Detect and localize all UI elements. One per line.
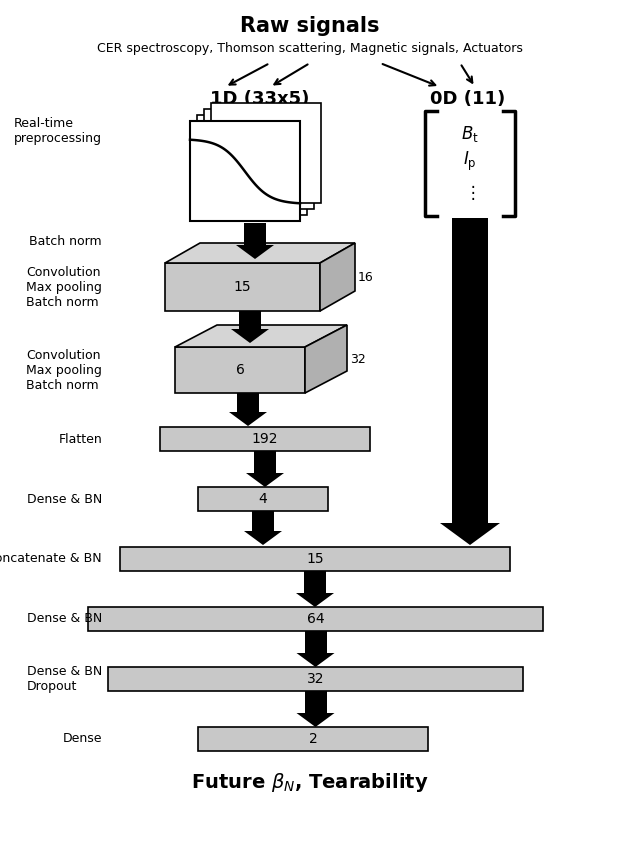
Polygon shape	[305, 325, 347, 393]
Text: Dense & BN: Dense & BN	[27, 493, 102, 505]
Bar	[252, 511, 274, 531]
Text: 2: 2	[309, 732, 317, 746]
Bar	[304, 631, 327, 653]
Polygon shape	[175, 347, 305, 393]
Text: 15: 15	[234, 280, 251, 294]
Text: Flatten: Flatten	[58, 432, 102, 446]
Polygon shape	[296, 653, 335, 667]
Polygon shape	[296, 713, 335, 727]
Text: 64: 64	[307, 612, 324, 626]
Bar	[120, 547, 510, 571]
Bar	[198, 727, 428, 751]
Text: $\mathit{B}_\mathrm{t}$: $\mathit{B}_\mathrm{t}$	[461, 124, 479, 144]
Text: Raw signals: Raw signals	[241, 16, 379, 36]
Bar	[190, 121, 300, 221]
Bar	[237, 393, 259, 412]
Text: Dense: Dense	[63, 733, 102, 745]
Bar	[304, 571, 326, 593]
Text: $\mathit{I}_\mathrm{p}$: $\mathit{I}_\mathrm{p}$	[463, 150, 477, 173]
Text: Dense & BN: Dense & BN	[27, 612, 102, 626]
Bar	[304, 691, 327, 713]
Bar	[211, 103, 321, 203]
Text: 6: 6	[236, 363, 244, 377]
Text: Dense & BN
Dropout: Dense & BN Dropout	[27, 665, 102, 693]
Polygon shape	[175, 325, 347, 347]
Text: 16: 16	[358, 271, 374, 283]
Bar	[197, 115, 307, 215]
Polygon shape	[229, 412, 267, 426]
Polygon shape	[440, 523, 500, 545]
Bar	[452, 218, 488, 523]
Text: Concatenate & BN: Concatenate & BN	[0, 553, 102, 565]
Polygon shape	[296, 593, 334, 607]
Text: $\vdots$: $\vdots$	[464, 183, 476, 203]
Text: 192: 192	[252, 432, 278, 446]
Text: 32: 32	[307, 672, 324, 686]
Polygon shape	[236, 245, 274, 259]
Text: Real-time
preprocessing: Real-time preprocessing	[14, 117, 102, 145]
Text: 0D (11): 0D (11)	[430, 90, 506, 108]
Bar	[244, 223, 266, 245]
Text: Convolution
Max pooling
Batch norm: Convolution Max pooling Batch norm	[26, 348, 102, 392]
Polygon shape	[320, 243, 355, 311]
Polygon shape	[165, 243, 355, 263]
Polygon shape	[244, 531, 282, 545]
Text: Convolution
Max pooling
Batch norm: Convolution Max pooling Batch norm	[26, 266, 102, 309]
Text: 32: 32	[350, 352, 366, 366]
Bar	[239, 311, 261, 329]
Text: CER spectroscopy, Thomson scattering, Magnetic signals, Actuators: CER spectroscopy, Thomson scattering, Ma…	[97, 41, 523, 55]
Polygon shape	[165, 263, 320, 311]
Bar	[88, 607, 543, 631]
Text: 15: 15	[306, 552, 324, 566]
Polygon shape	[231, 329, 269, 343]
Text: Batch norm: Batch norm	[29, 235, 102, 247]
Bar	[160, 427, 370, 451]
Bar	[204, 109, 314, 209]
Text: 1D (33x5): 1D (33x5)	[210, 90, 309, 108]
Bar	[108, 667, 523, 691]
Text: 4: 4	[259, 492, 267, 506]
Polygon shape	[246, 473, 284, 487]
Bar	[254, 451, 276, 473]
Bar	[198, 487, 328, 511]
Text: Future $\beta_{N}$, Tearability: Future $\beta_{N}$, Tearability	[191, 771, 429, 795]
